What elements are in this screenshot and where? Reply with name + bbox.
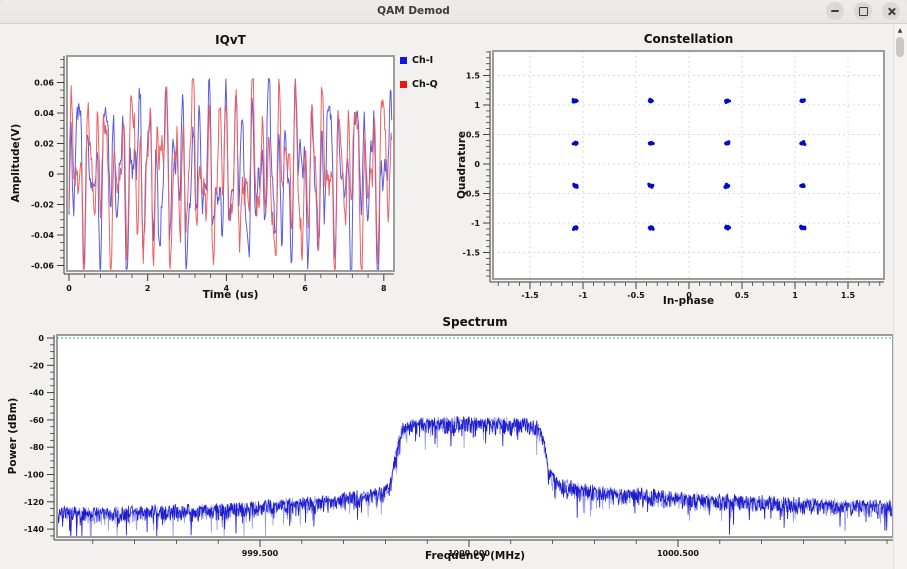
legend-item-ch-i: Ch-I [400,55,438,66]
svg-text:-100: -100 [24,471,44,480]
titlebar[interactable]: QAM Demod [0,0,907,24]
iqvt-plot: 0.06 0.04 0.02 0 -0.02 -0.04 -0.06 0 2 4 6 8 [31,55,395,293]
svg-text:-60: -60 [30,416,45,425]
window-controls [826,2,900,20]
svg-text:-80: -80 [30,443,45,452]
svg-text:8: 8 [381,284,387,293]
svg-text:0.5: 0.5 [466,131,481,140]
constellation-plot: 1.5 1 0.5 0 -0.5 -1 -1.5 -1.5 -1 -0.5 0 0.5 1 1.5 [463,50,885,300]
svg-text:0.06: 0.06 [34,79,54,88]
svg-text:-0.02: -0.02 [31,201,54,210]
svg-text:1.5: 1.5 [841,291,856,300]
svg-text:-40: -40 [30,389,45,398]
svg-text:-120: -120 [24,498,44,507]
svg-text:0: 0 [48,170,54,179]
iqvt-legend: Ch-I Ch-Q [400,55,438,90]
svg-text:-1.5: -1.5 [521,291,539,300]
minimize-icon [831,10,839,12]
svg-text:6: 6 [302,284,308,293]
minimize-button[interactable] [826,2,844,20]
maximize-button[interactable] [854,2,872,20]
svg-text:0.02: 0.02 [34,140,54,149]
spectrum-trace [57,415,893,537]
svg-text:2: 2 [145,284,151,293]
ch-q-swatch [400,81,407,88]
spectrum-x-axis-label: Frequency (MHz) [424,550,526,562]
svg-text:-0.5: -0.5 [627,291,645,300]
svg-text:0: 0 [686,291,692,300]
svg-text:-0.5: -0.5 [463,190,481,199]
constellation-x-axis-label: In-phase [662,295,715,307]
window-title: QAM Demod [377,5,450,17]
svg-text:-140: -140 [24,525,44,534]
svg-text:-1: -1 [471,219,480,228]
scroll-up-icon[interactable]: ▲ [897,27,903,34]
svg-text:999.500: 999.500 [242,549,279,558]
maximize-icon [858,6,868,16]
svg-text:-20: -20 [30,361,45,370]
iqvt-series [68,78,393,271]
spectrum-chart-title: Spectrum [442,315,508,329]
svg-text:-1: -1 [579,291,588,300]
constellation-series [571,97,807,231]
svg-text:4: 4 [224,284,230,293]
scrollbar-thumb[interactable] [896,37,904,57]
svg-text:1000.500: 1000.500 [657,549,699,558]
svg-text:1: 1 [792,291,798,300]
svg-text:-0.04: -0.04 [31,231,54,240]
svg-text:0: 0 [38,334,44,343]
svg-text:0: 0 [66,284,72,293]
ch-q-label: Ch-Q [412,79,438,90]
spectrum-series [57,337,893,537]
close-icon [887,7,896,16]
iqvt-x-axis-label: Time (us) [202,289,259,301]
svg-text:1.5: 1.5 [466,72,481,81]
svg-text:0: 0 [474,160,480,169]
constellation-gridlines [493,51,884,279]
svg-text:-1.5: -1.5 [463,249,481,258]
svg-text:1: 1 [474,101,480,110]
constellation-chart-title: Constellation [643,32,734,46]
iqvt-trace-ch-q [68,78,393,270]
legend-item-ch-q: Ch-Q [400,79,438,90]
ch-i-swatch [400,57,407,64]
svg-text:0.5: 0.5 [735,291,750,300]
svg-text:0.04: 0.04 [34,109,54,118]
close-button[interactable] [882,2,900,20]
iqvt-chart-title: IQvT [215,33,246,47]
svg-text:-0.06: -0.06 [31,262,54,271]
svg-text:1000.000: 1000.000 [448,549,490,558]
vertical-scrollbar[interactable]: ▲ [893,24,907,569]
ch-i-label: Ch-I [412,55,434,66]
spectrum-plot: 0 -20 -40 -60 -80 -100 -120 -140 999.500 1000.000… [24,334,894,558]
